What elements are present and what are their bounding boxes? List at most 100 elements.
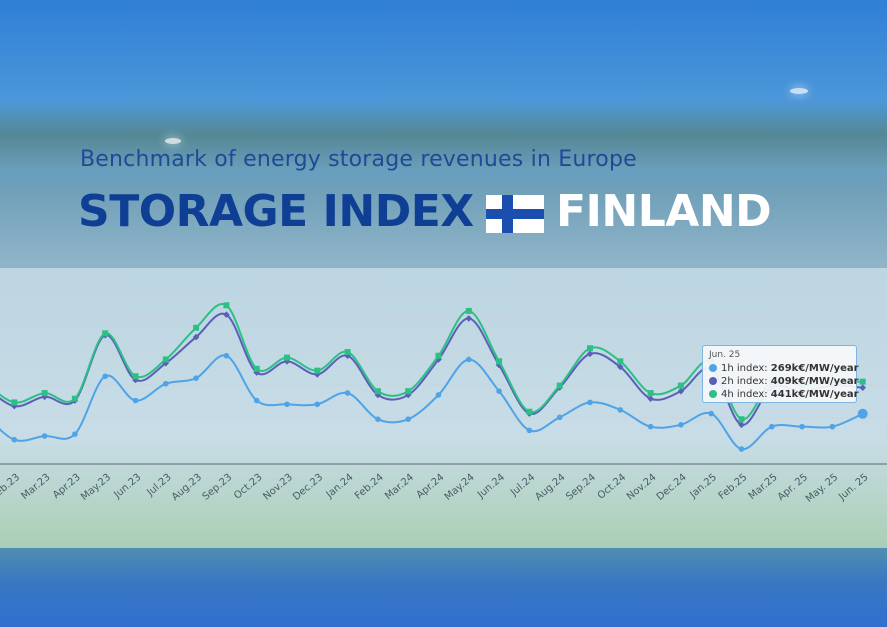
tooltip-row-1h: 1h index: 269k€/MW/year: [709, 362, 859, 375]
x-tick-label: Jan.24: [324, 472, 356, 501]
data-point: [405, 388, 412, 395]
chart-tooltip: Jun. 25 1h index: 269k€/MW/year 2h index…: [702, 345, 859, 403]
chart-panel: [0, 268, 887, 548]
data-point: [163, 380, 169, 387]
data-point: [193, 375, 199, 381]
data-point: [678, 422, 684, 428]
data-point: [465, 315, 473, 322]
data-point: [435, 392, 442, 398]
data-point: [193, 324, 200, 331]
x-tick-label: Jun.24: [475, 472, 507, 501]
tooltip-label: 1h index:: [721, 363, 768, 374]
data-point: [496, 388, 502, 394]
data-point: [617, 407, 624, 413]
data-point: [708, 410, 714, 417]
series-2h-dot-icon: [709, 377, 717, 385]
data-point: [223, 352, 230, 359]
data-point: [435, 356, 442, 363]
x-tick-label: Nov.23: [261, 472, 295, 503]
x-tick-label: Sep.24: [564, 472, 598, 503]
finland-flag-icon: [486, 195, 544, 233]
data-point: [466, 356, 472, 363]
x-tick-label: Dec.24: [655, 472, 689, 503]
x-tick-label: Aug.24: [533, 472, 567, 503]
data-point: [253, 365, 260, 372]
data-point: [465, 307, 472, 314]
data-point: [556, 382, 563, 389]
data-point: [374, 388, 381, 395]
x-tick-label: Feb.25: [717, 472, 750, 502]
x-tick-label: Dec.23: [291, 472, 325, 503]
data-point: [677, 382, 684, 389]
data-point: [617, 363, 624, 371]
tooltip-row-2h: 2h index: 409k€/MW/year: [709, 375, 859, 388]
x-tick-label: Feb.23: [0, 472, 22, 502]
x-tick-label: May.23: [79, 472, 113, 503]
data-point: [859, 384, 866, 391]
x-tick-label: Jun. 25: [836, 472, 870, 503]
page-title: STORAGE INDEX: [78, 186, 474, 237]
data-point: [859, 378, 866, 385]
data-point: [41, 390, 48, 397]
data-point: [284, 354, 290, 361]
tooltip-row-4h: 4h index: 441k€/MW/year: [709, 388, 859, 401]
data-point: [162, 356, 169, 363]
tooltip-value: 269k€/MW/year: [770, 363, 859, 374]
data-point: [41, 433, 48, 439]
background-ground: [0, 548, 887, 627]
data-point: [647, 390, 654, 397]
x-tick-label: Mar.25: [747, 472, 780, 502]
x-tick-label: Jan.25: [687, 472, 719, 501]
x-tick-label: Feb.24: [353, 472, 386, 502]
x-tick-label: Mar.23: [20, 472, 53, 502]
x-tick-label: May.24: [443, 472, 477, 503]
background-light: [790, 88, 808, 94]
data-point: [587, 345, 593, 352]
x-tick-label: Mar.24: [383, 472, 416, 502]
tooltip-value: 409k€/MW/year: [770, 376, 859, 387]
data-point: [344, 390, 351, 396]
data-point: [738, 421, 745, 429]
tooltip-label: 2h index:: [721, 376, 768, 387]
x-tick-label: Nov.24: [625, 472, 659, 503]
series-4h-dot-icon: [709, 390, 717, 398]
data-point: [314, 367, 321, 374]
data-point: [587, 399, 593, 406]
data-point: [314, 401, 321, 408]
x-tick-label: May. 25: [804, 472, 840, 505]
background-trees: [0, 100, 887, 170]
series-1h-dot-icon: [709, 364, 717, 372]
background-light: [165, 138, 181, 144]
tooltip-value: 441k€/MW/year: [770, 389, 859, 400]
data-point: [769, 423, 775, 430]
data-point: [11, 399, 18, 406]
tooltip-title: Jun. 25: [709, 350, 741, 360]
page-subtitle: Benchmark of energy storage revenues in …: [80, 147, 637, 172]
x-tick-label: Sep.23: [201, 472, 235, 503]
data-point: [375, 416, 381, 422]
data-point: [647, 395, 654, 402]
data-point: [71, 395, 78, 402]
x-tick-label: Aug.23: [170, 472, 204, 503]
data-point: [586, 350, 594, 358]
data-point: [526, 408, 533, 415]
data-point: [132, 397, 139, 404]
x-tick-label: Apr.23: [51, 472, 83, 501]
data-point: [11, 402, 18, 410]
data-point: [799, 423, 805, 430]
country-name: FINLAND: [556, 186, 772, 237]
data-point: [344, 349, 351, 355]
x-tick-label: Oct.23: [232, 472, 265, 502]
data-point: [132, 373, 139, 380]
data-point: [617, 358, 624, 365]
data-point: [284, 401, 290, 408]
data-point: [223, 302, 230, 309]
data-point: [435, 352, 442, 359]
data-point: [405, 416, 412, 422]
data-point: [556, 414, 563, 421]
x-tick-label: Oct.24: [596, 472, 629, 502]
data-point: [102, 330, 109, 337]
data-point: [738, 416, 745, 423]
